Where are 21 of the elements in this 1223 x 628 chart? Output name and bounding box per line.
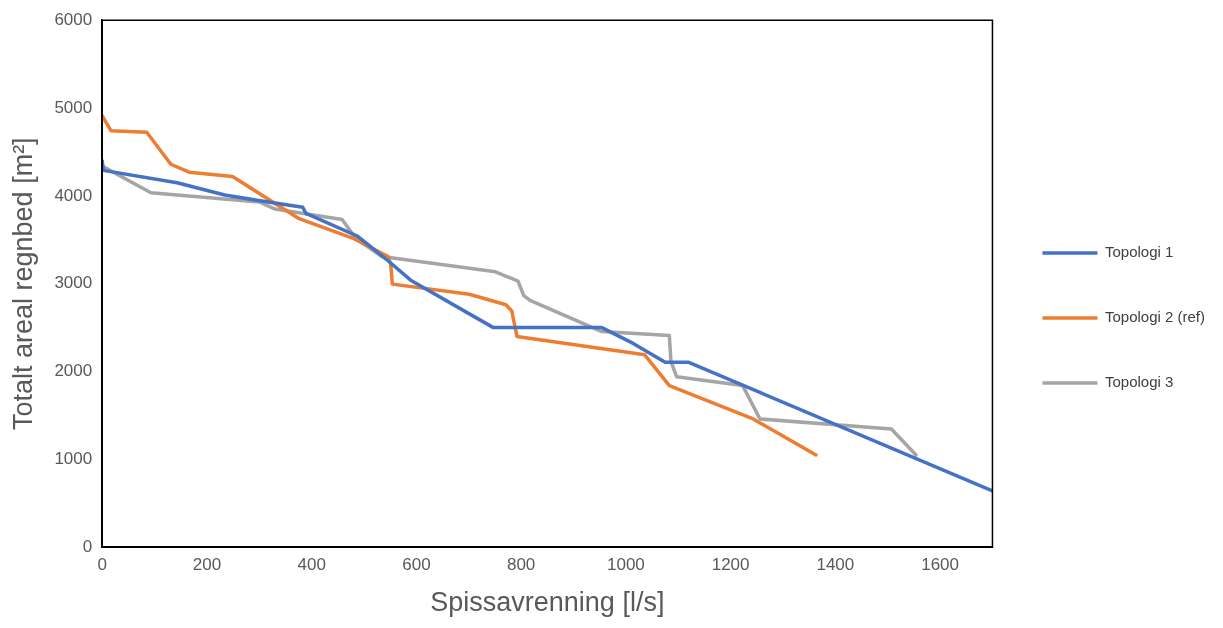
y-tick-label: 4000 — [54, 185, 93, 205]
x-tick-label: 600 — [402, 555, 431, 575]
x-tick-label: 200 — [192, 555, 222, 575]
x-tick-label: 800 — [506, 555, 536, 575]
y-tick-label: 2000 — [54, 361, 93, 381]
legend-label: Topologi 3 — [1104, 373, 1174, 391]
legend-label: Topologi 2 (ref) — [1104, 308, 1206, 326]
y-tick-label: 6000 — [54, 9, 93, 29]
x-tick-label: 1200 — [711, 555, 750, 575]
legend-label: Topologi 1 — [1104, 243, 1174, 261]
y-tick-label: 0 — [82, 536, 93, 556]
x-tick-label: 400 — [297, 555, 326, 575]
y-axis-title: Totalt areal regnbed [m²] — [7, 137, 38, 431]
x-tick-label: 0 — [97, 555, 107, 575]
x-tick-label: 1400 — [816, 555, 855, 575]
x-tick-label: 1600 — [921, 555, 959, 575]
y-tick-label: 5000 — [54, 97, 93, 117]
y-tick-label: 3000 — [54, 273, 93, 293]
x-axis-title: Spissavrenning [l/s] — [430, 587, 665, 618]
y-tick-label: 1000 — [54, 449, 93, 469]
x-tick-label: 1000 — [606, 555, 645, 575]
